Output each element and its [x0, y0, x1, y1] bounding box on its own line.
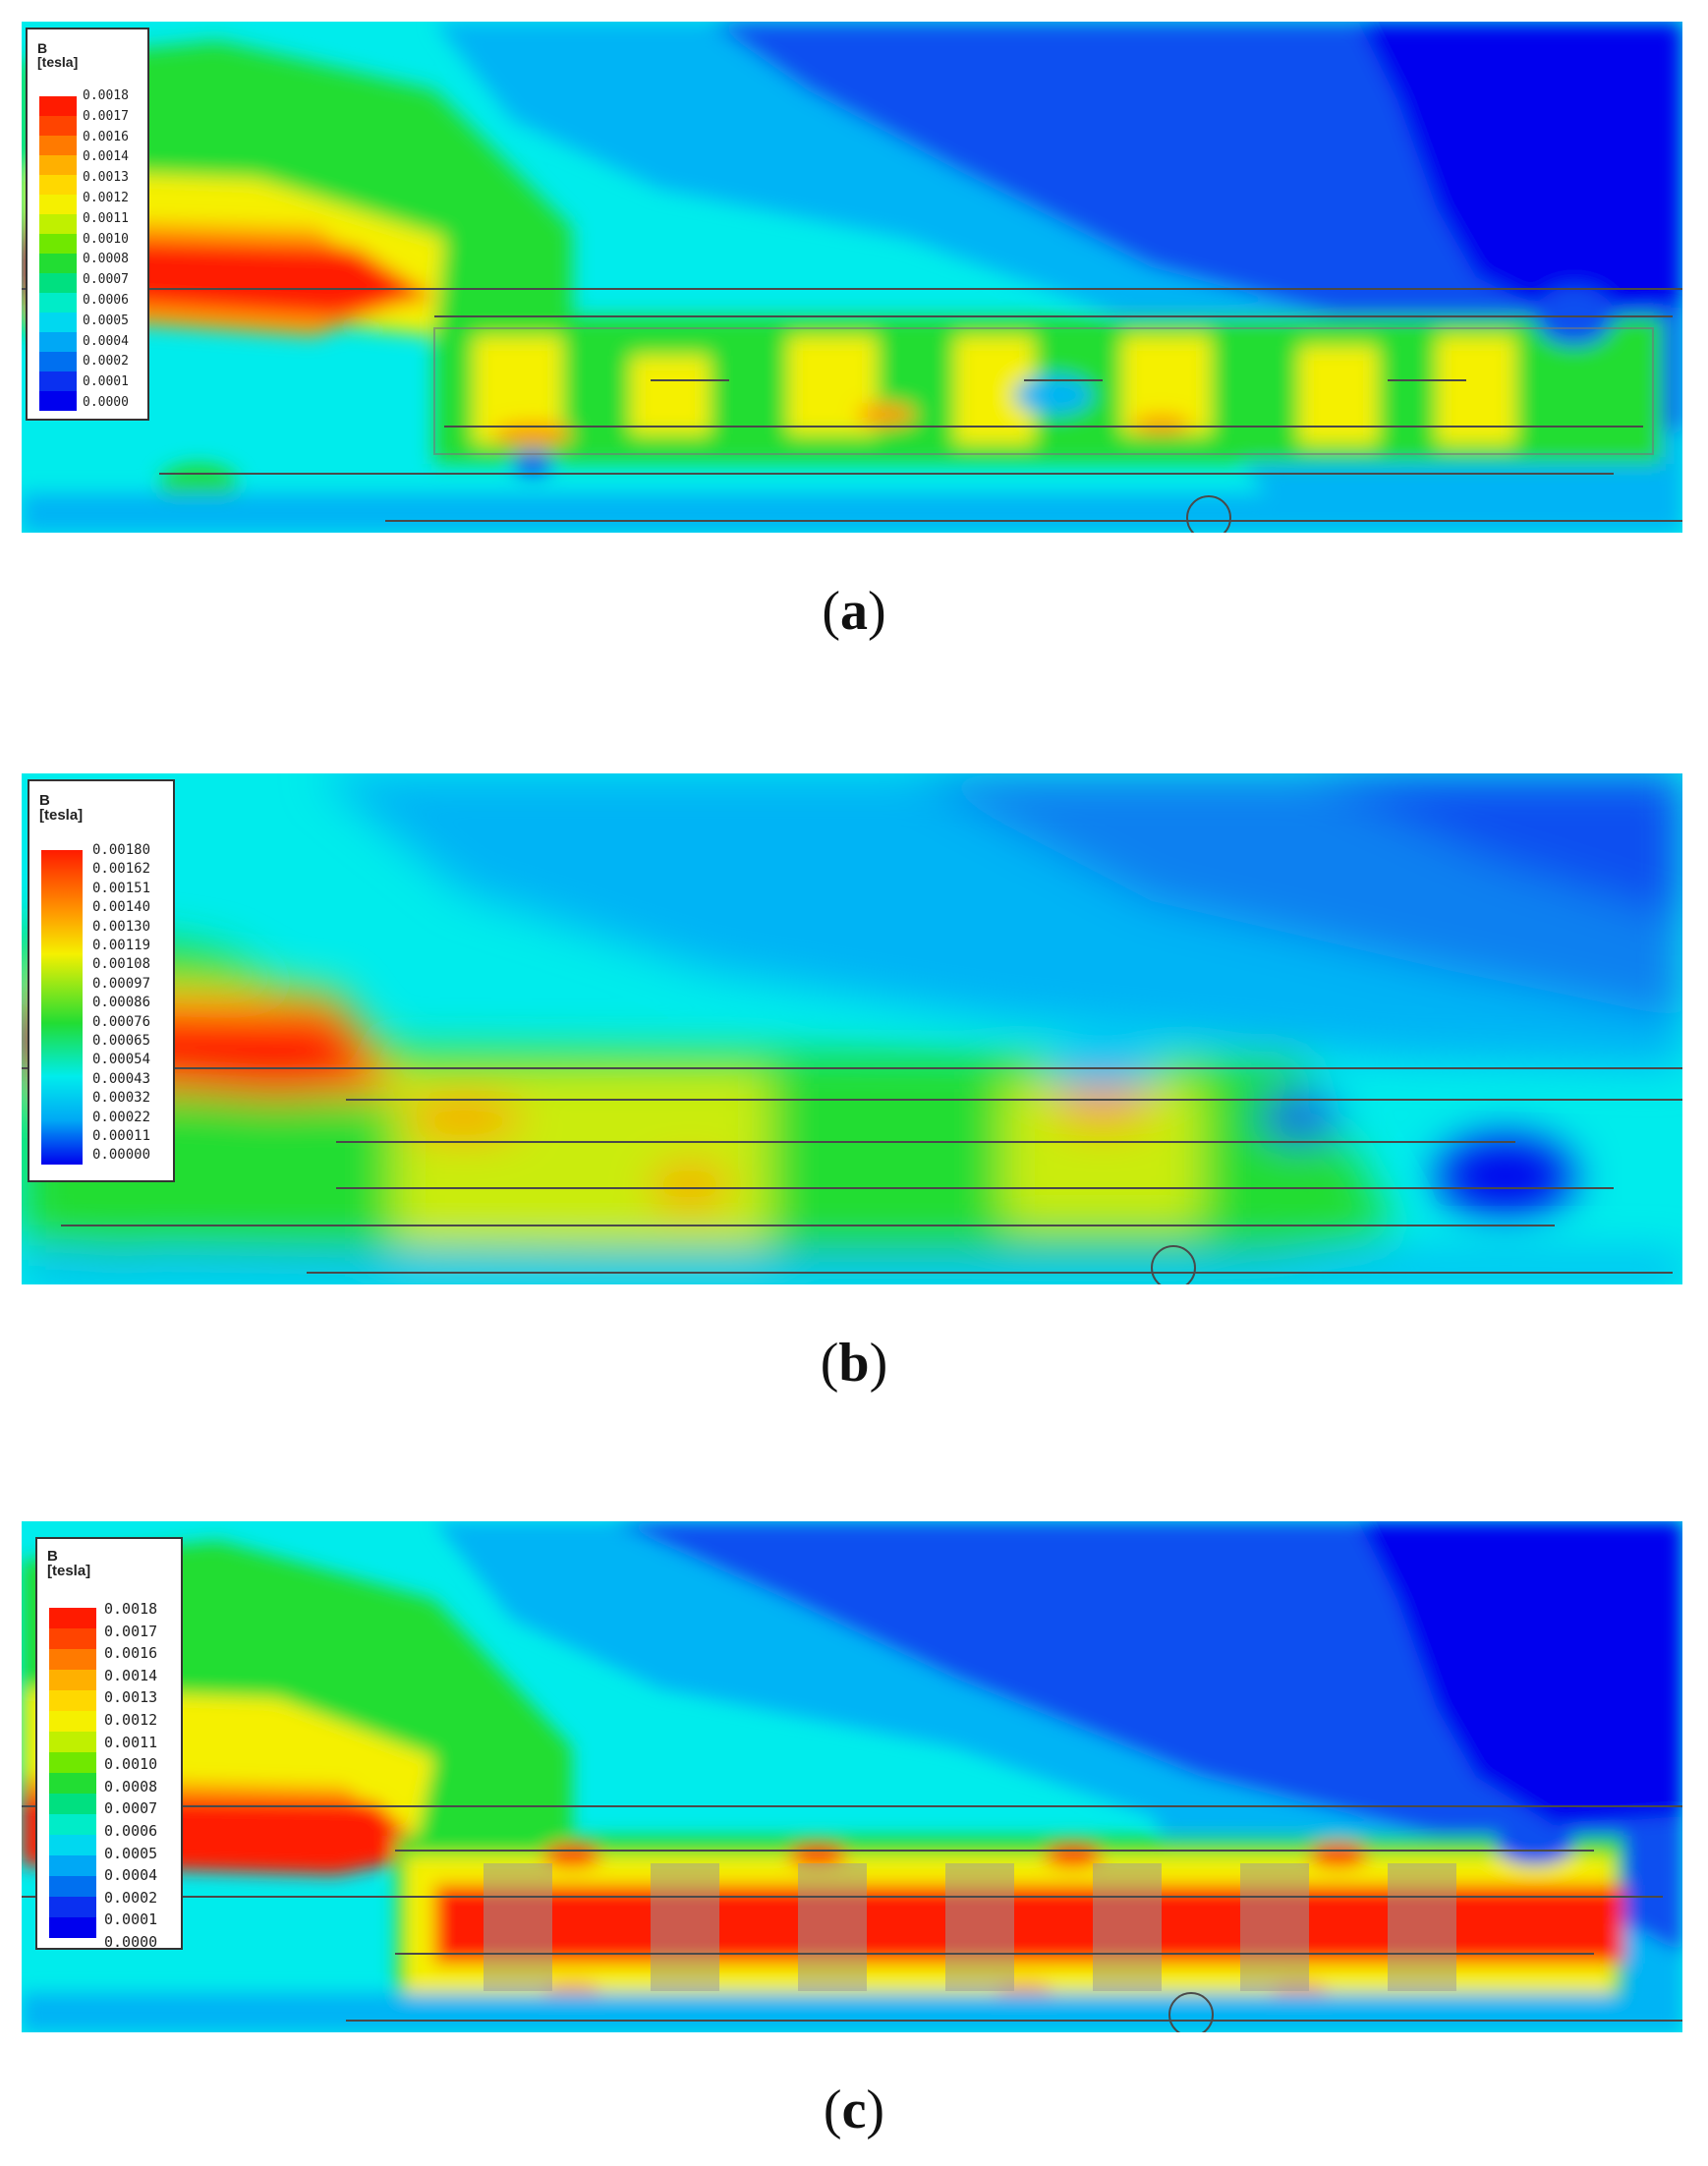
legend-tick-label: 0.0007 — [104, 1799, 158, 1818]
caption-a-close: ) — [868, 581, 886, 642]
legend-tick-label: 0.0008 — [83, 252, 129, 267]
legend-tick-label: 0.0016 — [83, 129, 129, 144]
colorbar-legend-b: B [tesla] 0.00180 0.00162 0.00151 0.00140 0.… — [28, 779, 175, 1182]
legend-unit-b: [tesla] — [39, 807, 84, 824]
legend-tick-label: 0.0001 — [104, 1910, 158, 1929]
legend-tick-label: 0.0004 — [104, 1866, 158, 1885]
legend-tick-label: 0.0005 — [104, 1844, 158, 1862]
legend-tick-label: 0.0011 — [83, 210, 129, 226]
caption-b-close: ) — [869, 1333, 888, 1394]
caption-c: (c) — [0, 2079, 1708, 2141]
legend-tick-label: 0.00097 — [92, 975, 151, 992]
legend-title-c: B — [47, 1548, 58, 1565]
legend-tick-label: 0.0014 — [83, 149, 129, 165]
legend-tick-label: 0.00140 — [92, 899, 151, 916]
field-plot-a-image — [22, 22, 1682, 533]
caption-b: (b) — [0, 1332, 1708, 1395]
field-plot-a: B [tesla] 0.0018 0.0017 0.0016 0.0014 0.0013… — [22, 22, 1682, 533]
colorbar-b — [41, 850, 83, 1165]
legend-tick-label: 0.0010 — [83, 231, 129, 247]
legend-tick-label: 0.0000 — [104, 1933, 158, 1951]
legend-unit-c: [tesla] — [47, 1563, 91, 1579]
legend-tick-label: 0.0016 — [104, 1644, 158, 1663]
caption-a: (a) — [0, 580, 1708, 643]
colorbar-c — [49, 1608, 96, 1938]
legend-tick-label: 0.00151 — [92, 880, 151, 896]
legend-title-a: B — [37, 40, 48, 56]
legend-tick-label: 0.0018 — [104, 1600, 158, 1618]
legend-tick-label: 0.0018 — [83, 88, 129, 103]
field-plot-b-image — [22, 773, 1682, 1284]
legend-tick-label: 0.00032 — [92, 1090, 151, 1107]
legend-tick-label: 0.0012 — [83, 191, 129, 205]
colorbar-legend-c: B [tesla] 0.0018 0.0017 0.0016 0.0014 0.0013… — [35, 1537, 183, 1951]
legend-tick-label: 0.00000 — [92, 1147, 151, 1164]
field-plot-c: B [tesla] 0.0018 0.0017 0.0016 0.0014 0.0013… — [22, 1521, 1682, 2032]
field-plot-b: B [tesla] 0.00180 0.00162 0.00151 0.00140 0.… — [22, 773, 1682, 1284]
legend-tick-label: 0.00162 — [92, 861, 151, 878]
caption-c-open: ( — [823, 2080, 842, 2140]
legend-tick-label: 0.00119 — [92, 938, 151, 953]
legend-tick-label: 0.00076 — [92, 1013, 151, 1030]
legend-tick-label: 0.00086 — [92, 995, 151, 1011]
legend-title-b: B — [39, 792, 50, 809]
legend-tick-label: 0.0013 — [83, 170, 129, 186]
legend-tick-label: 0.00180 — [92, 842, 151, 858]
legend-tick-label: 0.00065 — [92, 1033, 151, 1049]
legend-tick-label: 0.00043 — [92, 1070, 151, 1087]
legend-tick-label: 0.0007 — [83, 272, 129, 288]
field-plot-c-image — [22, 1521, 1682, 2032]
caption-c-close: ) — [866, 2080, 885, 2140]
legend-tick-label: 0.00108 — [92, 956, 151, 973]
caption-b-open: ( — [820, 1333, 839, 1394]
caption-c-letter: c — [841, 2080, 867, 2140]
legend-tick-label: 0.0002 — [104, 1888, 158, 1907]
legend-tick-label: 0.0000 — [83, 395, 129, 410]
legend-tick-label: 0.0004 — [83, 333, 129, 349]
legend-tick-label: 0.0011 — [104, 1733, 158, 1751]
legend-tick-label: 0.0013 — [104, 1688, 158, 1707]
legend-tick-label: 0.0014 — [104, 1666, 158, 1684]
legend-tick-label: 0.00011 — [92, 1128, 151, 1144]
legend-tick-label: 0.0017 — [83, 108, 129, 124]
caption-b-letter: b — [838, 1333, 870, 1394]
caption-a-letter: a — [840, 581, 868, 642]
legend-tick-label: 0.0017 — [104, 1622, 158, 1640]
legend-tick-label: 0.0005 — [83, 313, 129, 328]
legend-tick-label: 0.00054 — [92, 1052, 151, 1068]
legend-tick-label: 0.00022 — [92, 1109, 151, 1125]
legend-tick-label: 0.0006 — [104, 1822, 158, 1840]
legend-tick-label: 0.0001 — [83, 374, 129, 390]
legend-tick-label: 0.00130 — [92, 918, 151, 935]
legend-tick-label: 0.0008 — [104, 1777, 158, 1796]
legend-unit-a: [tesla] — [37, 54, 79, 70]
colorbar-legend-a: B [tesla] 0.0018 0.0017 0.0016 0.0014 0.0013… — [26, 28, 149, 421]
colorbar-a — [39, 96, 77, 411]
legend-tick-label: 0.0002 — [83, 354, 129, 370]
legend-tick-label: 0.0010 — [104, 1755, 158, 1774]
legend-tick-label: 0.0012 — [104, 1711, 158, 1729]
legend-tick-label: 0.0006 — [83, 293, 129, 308]
caption-a-open: ( — [822, 581, 840, 642]
